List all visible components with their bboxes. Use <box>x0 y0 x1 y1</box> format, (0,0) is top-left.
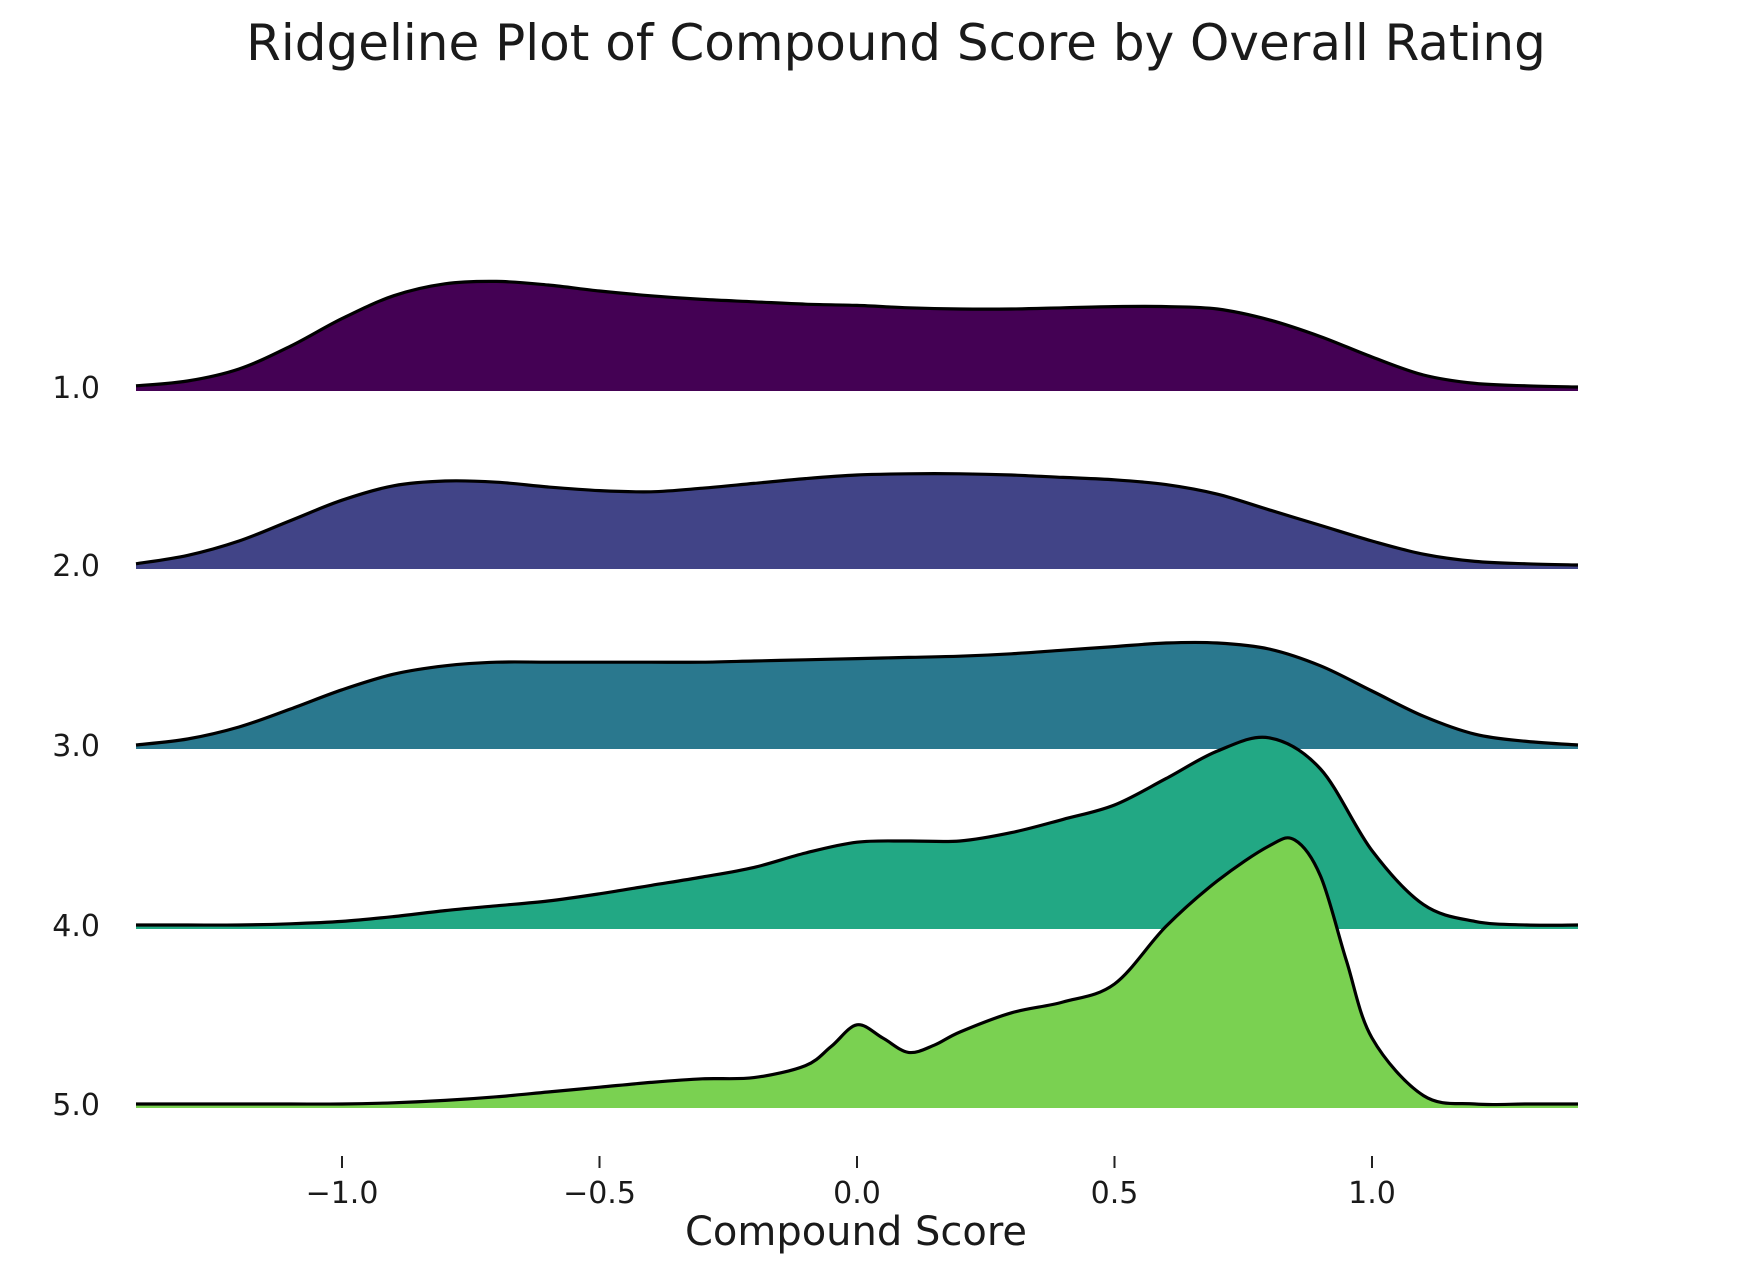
x-tick-label: 1.0 <box>1348 1176 1396 1211</box>
ridge-series-1.0 <box>135 279 1579 391</box>
ridges-layer <box>135 279 1579 1108</box>
x-axis-label: Compound Score <box>685 1209 1027 1255</box>
ridge-outline <box>135 735 1579 927</box>
ridge-outline <box>136 836 1578 1107</box>
x-tick-label: −1.0 <box>306 1176 379 1211</box>
chart-title: Ridgeline Plot of Compound Score by Over… <box>246 14 1546 72</box>
y-tick-label: 2.0 <box>52 549 100 584</box>
y-tick-labels: 1.0 2.0 3.0 4.0 5.0 <box>52 371 100 1123</box>
y-tick-label: 4.0 <box>52 909 100 944</box>
y-tick-label: 3.0 <box>52 729 100 764</box>
ridge-series-2.0 <box>135 472 1579 569</box>
ridge-area <box>136 737 1578 926</box>
ridge-series-5.0 <box>136 836 1578 1108</box>
ridge-outline <box>135 279 1579 389</box>
ridge-area <box>136 642 1578 745</box>
y-tick-label: 1.0 <box>52 371 100 406</box>
x-tick-label: 0.5 <box>1091 1176 1139 1211</box>
ridge-area <box>136 837 1578 1105</box>
ridge-outline <box>135 640 1579 747</box>
ridge-area <box>136 473 1578 565</box>
x-axis: −1.0 −0.5 0.0 0.5 1.0 <box>306 1156 1396 1211</box>
ridge-outline <box>135 472 1579 567</box>
ridge-series-3.0 <box>135 640 1579 749</box>
x-tick-label: 0.0 <box>833 1176 881 1211</box>
y-tick-label: 5.0 <box>52 1088 100 1123</box>
ridge-area <box>136 281 1578 387</box>
ridge-series-4.0 <box>135 735 1579 929</box>
x-tick-label: −0.5 <box>563 1176 636 1211</box>
